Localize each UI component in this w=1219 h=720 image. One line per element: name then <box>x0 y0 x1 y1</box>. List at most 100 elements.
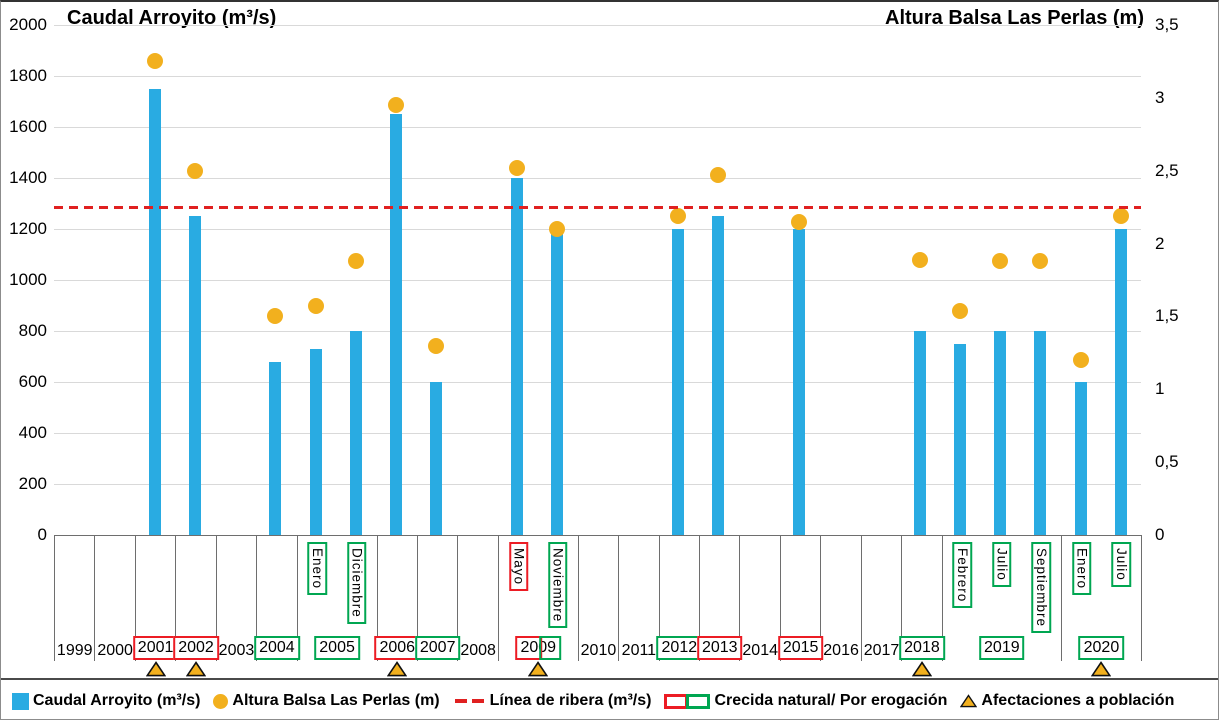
left-tick-label: 800 <box>18 321 47 340</box>
legend-label-caudal: Caudal Arroyito (m³/s) <box>33 692 201 709</box>
year-label: 2019 <box>979 635 1025 660</box>
year-label: 2016 <box>823 641 859 659</box>
gridline <box>54 484 1141 485</box>
year-cell: Enero Diciembre 2005 <box>298 536 378 661</box>
year-cell: 2012 <box>656 536 703 661</box>
year-cell: 2014 <box>740 536 781 661</box>
month-label: Septiembre <box>1031 542 1051 634</box>
caudal-bar <box>309 348 322 535</box>
year-cell: Mayo Noviembre 2009 <box>499 536 579 677</box>
caudal-bar <box>510 178 523 535</box>
affectation-triangle-icon <box>911 661 933 677</box>
affectation-triangle-icon <box>145 661 166 677</box>
dot-swatch-icon <box>213 693 229 709</box>
year-label: 2004 <box>254 635 300 660</box>
altura-dot <box>1032 253 1049 270</box>
year-label: 1999 <box>56 641 93 659</box>
year-label: 2009 <box>515 635 562 660</box>
year-label: 2001 <box>132 635 179 660</box>
affectation-triangle-icon <box>185 661 207 677</box>
year-label: 2017 <box>863 641 900 659</box>
legend-item-afectaciones: Afectaciones a población <box>960 692 1174 710</box>
year-label: 2008 <box>460 641 496 659</box>
month-label: Mayo <box>508 542 529 592</box>
caudal-bar <box>148 88 161 535</box>
altura-dot <box>992 253 1009 270</box>
left-tick-label: 1800 <box>9 66 47 85</box>
altura-dot <box>549 221 566 237</box>
year-cell: 2018 <box>899 536 945 677</box>
left-tick-label: 2000 <box>9 15 47 34</box>
year-cell: 2004 <box>254 536 300 661</box>
month-label: Noviembre <box>548 542 568 629</box>
legend-item-caudal: Caudal Arroyito (m³/s) <box>12 692 200 710</box>
bar-swatch-icon <box>12 692 29 710</box>
caudal-bar <box>1034 331 1047 535</box>
affectation-triangle-icon <box>527 661 549 677</box>
caudal-bar <box>349 331 362 535</box>
year-label: 2020 <box>1078 635 1125 660</box>
year-cell: 2011 <box>619 536 660 661</box>
caudal-bar <box>672 229 685 535</box>
altura-dot <box>388 97 405 114</box>
altura-dot <box>911 251 928 268</box>
altura-dot <box>428 337 445 354</box>
left-tick-label: 1000 <box>9 270 47 289</box>
caudal-bar <box>269 361 282 535</box>
caudal-bar <box>551 229 564 535</box>
year-label: 2000 <box>97 641 133 659</box>
year-cell: 2010 <box>579 536 620 661</box>
left-tick-label: 600 <box>18 372 47 391</box>
legend-item-crecida: Crecida natural/ Por erogación <box>664 692 947 710</box>
month-label: Julio <box>1111 542 1131 587</box>
year-cell: 2008 <box>458 536 499 661</box>
year-label: 2013 <box>696 635 743 660</box>
legend-label-crecida: Crecida natural/ Por erogación <box>714 692 948 709</box>
altura-dot <box>508 159 525 176</box>
altura-dot <box>951 302 968 319</box>
right-tick-label: 2 <box>1155 233 1165 253</box>
caudal-bar <box>953 343 966 535</box>
year-label: 2006 <box>374 635 421 660</box>
legend-label-afectaciones: Afectaciones a población <box>981 692 1175 709</box>
altura-dot <box>670 207 687 224</box>
month-label: Enero <box>1071 542 1092 596</box>
right-tick-label: 0 <box>1155 525 1165 544</box>
year-cell: 2017 <box>862 536 903 661</box>
gridline <box>54 76 1141 77</box>
right-tick-label: 1,5 <box>1155 306 1179 326</box>
year-cell: 2003 <box>217 536 258 661</box>
right-axis-title: Altura Balsa Las Perlas (m) <box>885 7 1144 29</box>
year-label: 2007 <box>414 635 461 660</box>
caudal-bar <box>792 229 805 535</box>
year-cell: 2013 <box>696 536 743 661</box>
gridline <box>54 229 1141 230</box>
x-axis: 1999 2000 2001 2002 2003 2004 Enero Diciembre 20… <box>54 535 1142 677</box>
altura-dot <box>710 167 727 184</box>
year-label: 2010 <box>580 641 617 659</box>
caudal-bar <box>913 331 926 535</box>
altura-dot <box>146 53 163 70</box>
year-cell: 2001 <box>132 536 179 677</box>
altura-dot <box>267 308 284 325</box>
year-label: 2015 <box>777 635 824 660</box>
caudal-bar <box>1074 382 1087 535</box>
month-label: Diciembre <box>347 542 367 624</box>
caudal-bar <box>390 114 403 535</box>
year-cell: 2015 <box>777 536 824 661</box>
caudal-bar <box>188 216 201 535</box>
legend: Caudal Arroyito (m³/s) Altura Balsa Las … <box>1 678 1218 719</box>
year-cell: 2007 <box>414 536 461 661</box>
left-tick-label: 1400 <box>9 168 47 187</box>
gridline <box>54 280 1141 281</box>
red-green-box-swatch-icon <box>664 693 711 709</box>
year-cell: 2002 <box>173 536 219 677</box>
year-cell: 2006 <box>374 536 421 677</box>
dashed-line-swatch-icon <box>454 699 484 703</box>
year-label: 2014 <box>742 641 778 659</box>
year-label-text: 2009 <box>520 638 557 656</box>
month-label: Febrero <box>952 542 973 609</box>
right-tick-label: 0,5 <box>1155 452 1179 472</box>
right-tick-label: 3,5 <box>1155 15 1179 34</box>
